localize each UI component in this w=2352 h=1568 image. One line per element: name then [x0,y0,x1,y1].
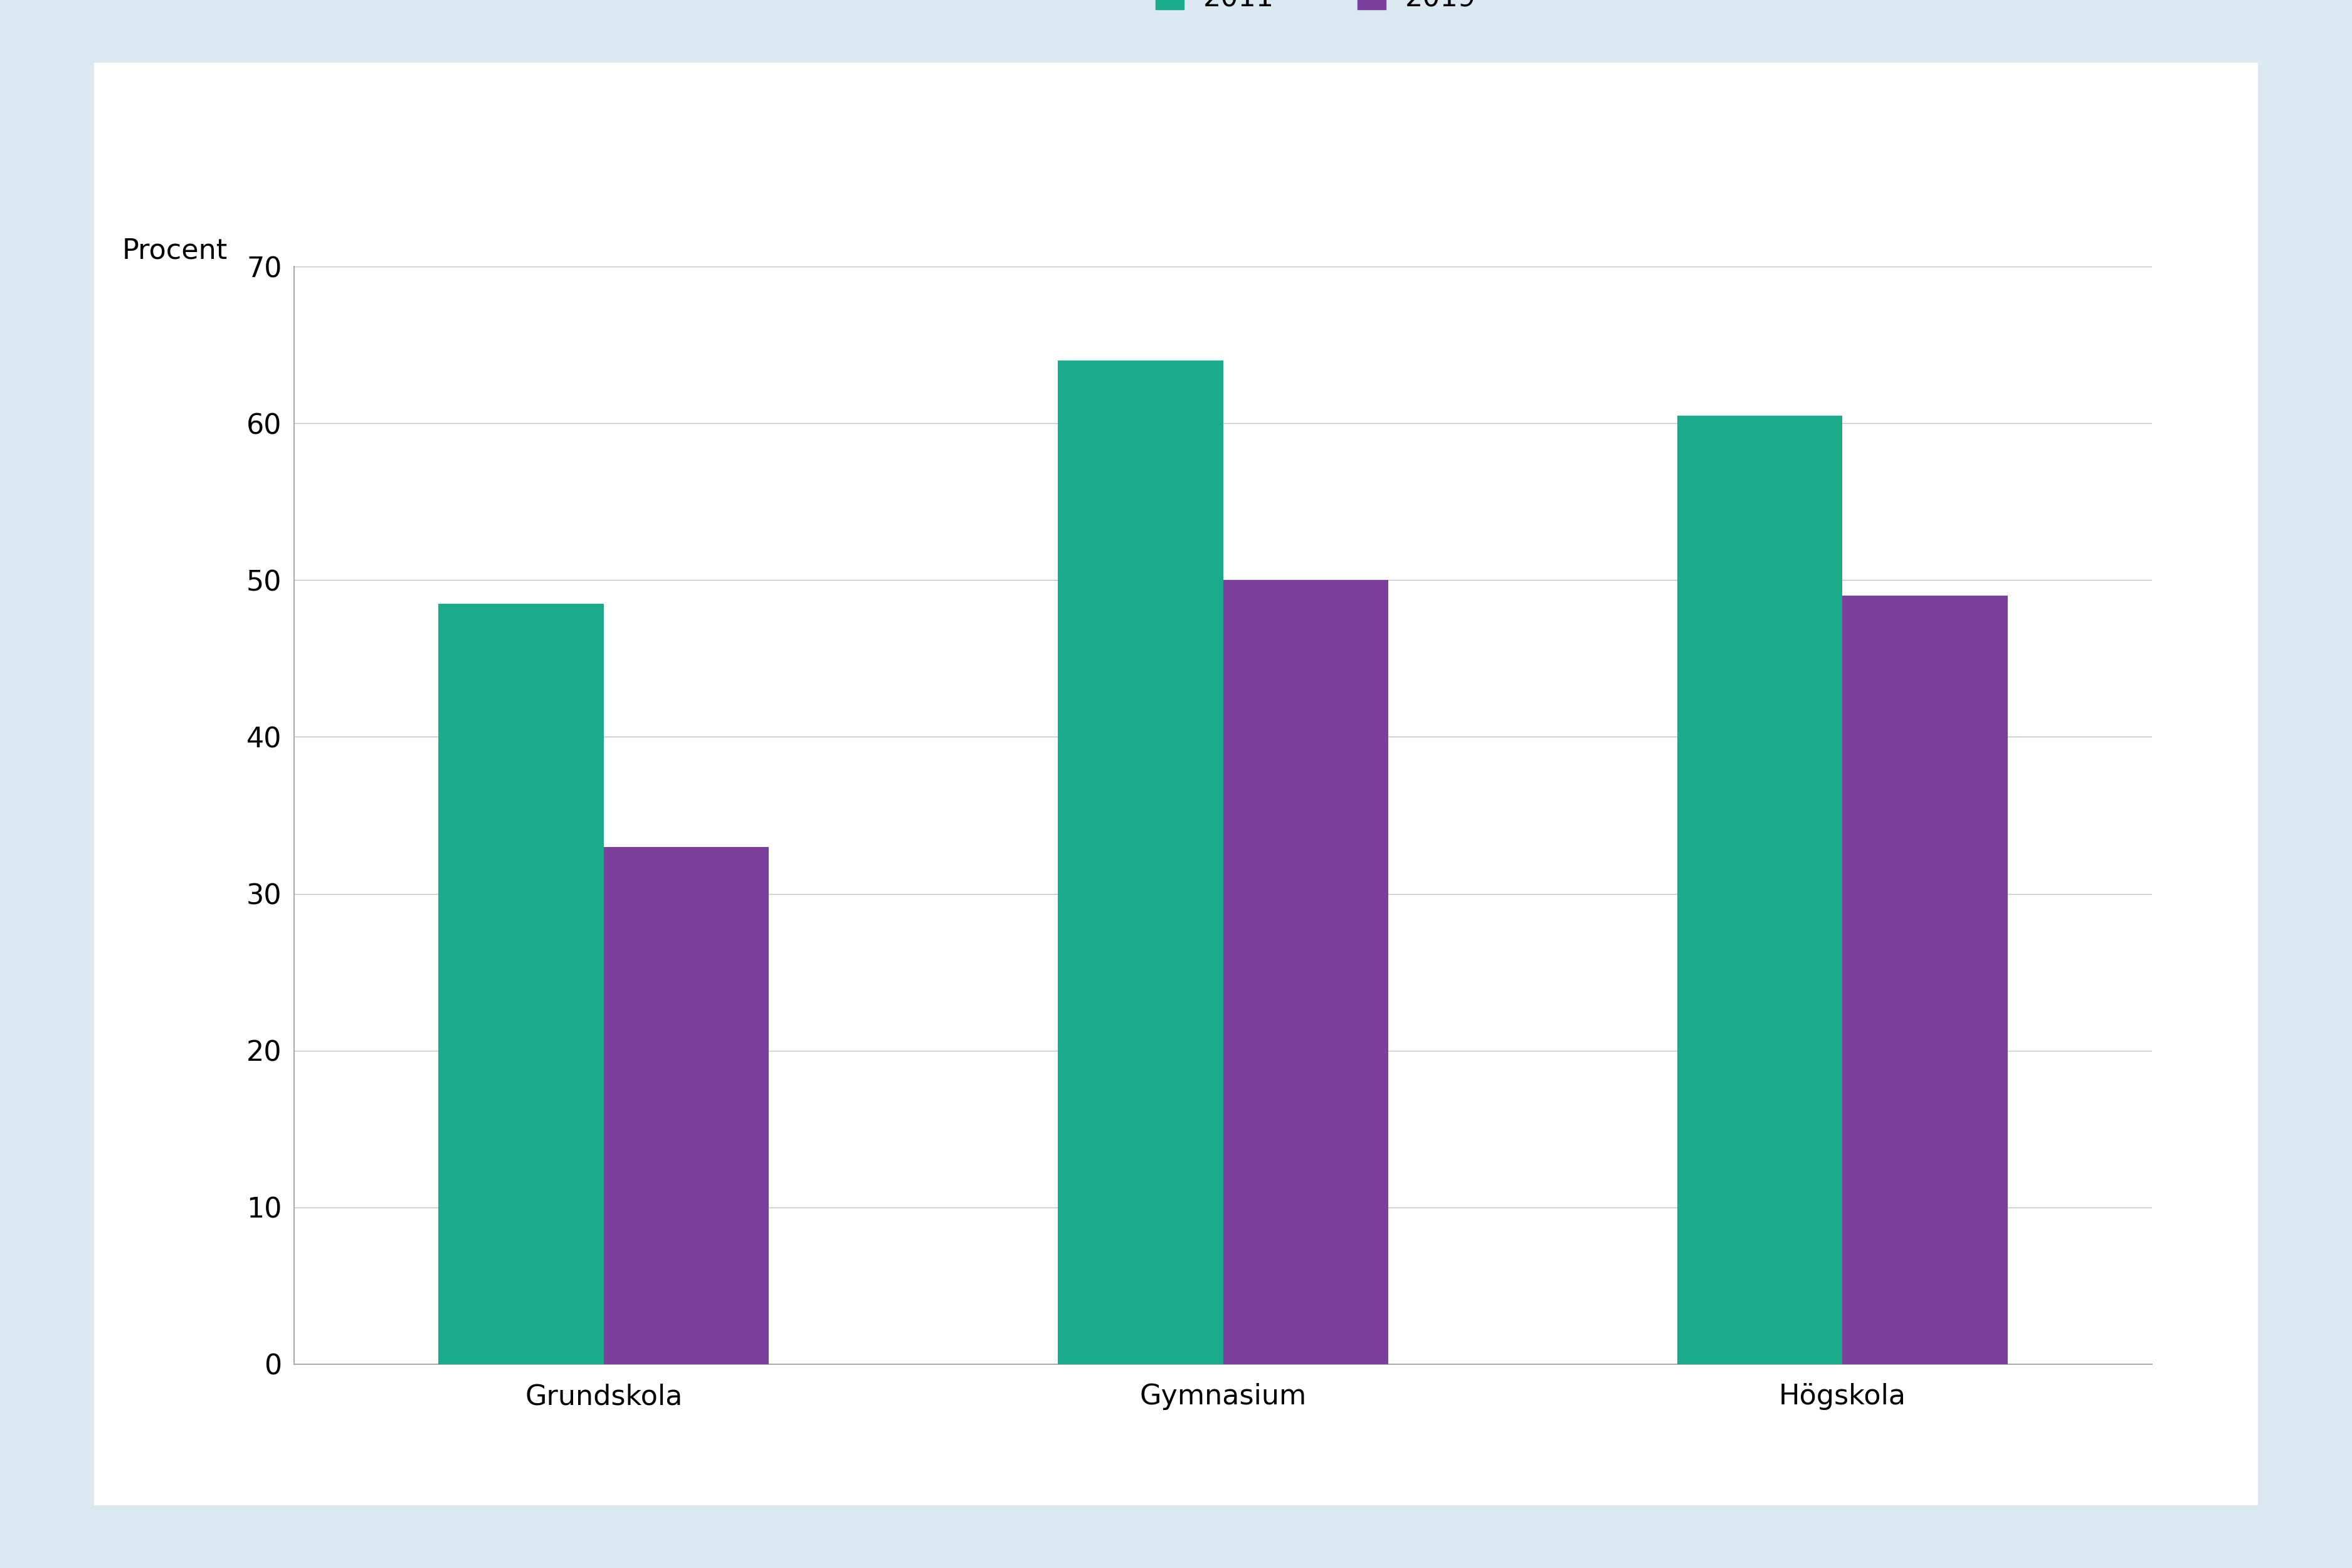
Legend: 2011, 2019: 2011, 2019 [1145,0,1486,24]
Bar [1058,361,1223,1364]
Bar [604,847,769,1364]
Bar [437,604,604,1364]
Bar [1842,596,2009,1364]
Bar [1677,416,1842,1364]
Bar [1223,580,1388,1364]
Text: Procent: Procent [122,237,228,265]
